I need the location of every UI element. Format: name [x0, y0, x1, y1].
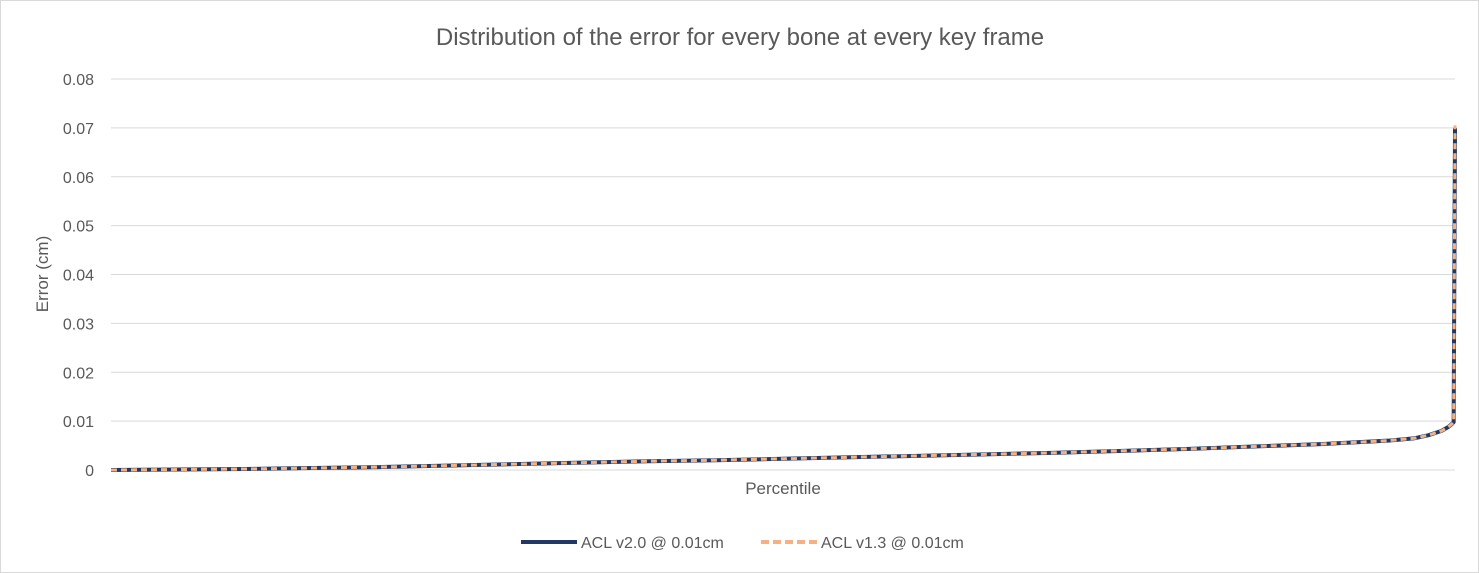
series-line-2 [110, 125, 1457, 472]
gridlines [111, 78, 1455, 471]
y-axis-ticks: 0 0.01 0.02 0.03 0.04 0.05 0.06 0.07 0.08 [63, 72, 94, 480]
y-tick-label: 0.04 [63, 268, 94, 285]
y-tick-label: 0.06 [63, 170, 94, 187]
y-tick-label: 0 [85, 463, 94, 480]
y-tick-label: 0.08 [63, 72, 94, 89]
y-tick-label: 0.02 [63, 365, 94, 382]
legend-label-2: ACL v1.3 @ 0.01cm [821, 535, 964, 552]
y-tick-label: 0.01 [63, 414, 94, 431]
x-axis-title: Percentile [745, 479, 821, 498]
y-tick-label: 0.05 [63, 219, 94, 236]
y-axis-title: Error (cm) [33, 236, 52, 312]
legend-label-1: ACL v2.0 @ 0.01cm [581, 535, 724, 552]
y-tick-label: 0.03 [63, 316, 94, 333]
chart-title: Distribution of the error for every bone… [436, 24, 1044, 51]
legend: ACL v2.0 @ 0.01cm ACL v1.3 @ 0.01cm [521, 535, 964, 552]
y-tick-label: 0.07 [63, 121, 94, 138]
series-lines [110, 125, 1457, 472]
series-line-1 [110, 127, 1457, 472]
